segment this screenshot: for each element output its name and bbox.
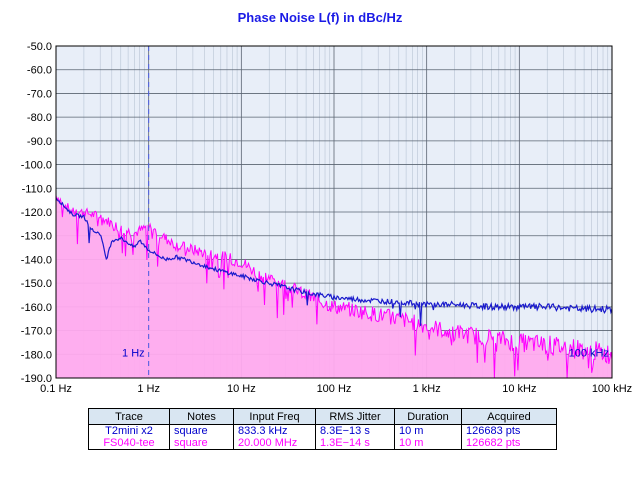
marker-label: 100 kHz (569, 347, 609, 359)
y-tick-label: -130.0 (21, 231, 52, 243)
x-tick-label: 10 kHz (502, 383, 536, 395)
legend-trace-name: FS040-tee (88, 437, 170, 450)
y-tick-label: -70.0 (27, 88, 52, 100)
series-line-t2mini (55, 197, 613, 326)
plot-border (55, 45, 613, 379)
marker-label: 1 Hz (122, 347, 145, 359)
legend-header-trace: Trace (88, 408, 170, 425)
x-tick-label: 10 Hz (227, 383, 256, 395)
legend-header-notes: Notes (169, 408, 234, 425)
x-tick-label: 1 Hz (137, 383, 160, 395)
y-tick-label: -180.0 (21, 349, 52, 361)
y-tick-labels: -50.0 -60.0 -70.0 -80.0 -90.0 -100.0 -110.0 -12… (21, 41, 52, 385)
x-tick-labels: 0.1 Hz 1 Hz 10 Hz 100 Hz 1 kHz 10 kHz 100 kHz (40, 383, 632, 395)
legend-acquired: 126682 pts (461, 437, 557, 450)
y-tick-label: -160.0 (21, 302, 52, 314)
phase-noise-chart: 1 Hz 100 kHz -50.0 -60.0 -70.0 -80.0 -90.0 -10… (21, 41, 632, 395)
legend-rms-jitter: 1.3E−14 s (315, 437, 395, 450)
legend-header-input-freq: Input Freq (233, 408, 316, 425)
x-tick-label: 100 kHz (592, 383, 632, 395)
legend-trace-name: T2mini x2 (88, 424, 170, 437)
y-tick-label: -60.0 (27, 65, 52, 77)
chart-title: Phase Noise L(f) in dBc/Hz (237, 10, 403, 25)
legend-notes: square (169, 424, 234, 437)
y-tick-label: -120.0 (21, 207, 52, 219)
legend-row-t2mini: T2mini x2 square 833.3 kHz 8.3E−13 s 10 … (88, 424, 557, 437)
legend-header-rms-jitter: RMS Jitter (315, 408, 395, 425)
legend-input-freq: 20.000 MHz (233, 437, 316, 450)
y-tick-label: -90.0 (27, 136, 52, 148)
y-tick-label: -50.0 (27, 41, 52, 53)
legend-acquired: 126683 pts (461, 424, 557, 437)
y-tick-label: -190.0 (21, 373, 52, 385)
legend-row-fs040: FS040-tee square 20.000 MHz 1.3E−14 s 10… (88, 437, 557, 450)
legend-header-duration: Duration (394, 408, 462, 425)
legend-header-row: Trace Notes Input Freq RMS Jitter Durati… (88, 408, 557, 425)
legend-input-freq: 833.3 kHz (233, 424, 316, 437)
x-tick-label: 1 kHz (413, 383, 441, 395)
y-tick-label: -100.0 (21, 160, 52, 172)
y-tick-label: -80.0 (27, 112, 52, 124)
y-tick-label: -170.0 (21, 326, 52, 338)
legend-duration: 10 m (394, 424, 462, 437)
legend-header-acquired: Acquired (461, 408, 557, 425)
legend-rms-jitter: 8.3E−13 s (315, 424, 395, 437)
y-tick-label: -110.0 (22, 183, 52, 195)
legend-table: Trace Notes Input Freq RMS Jitter Durati… (88, 408, 557, 450)
x-tick-label: 0.1 Hz (40, 383, 72, 395)
legend-notes: square (169, 437, 234, 450)
legend-duration: 10 m (394, 437, 462, 450)
y-tick-label: -150.0 (21, 278, 52, 290)
y-tick-label: -140.0 (21, 254, 52, 266)
x-tick-label: 100 Hz (317, 383, 352, 395)
